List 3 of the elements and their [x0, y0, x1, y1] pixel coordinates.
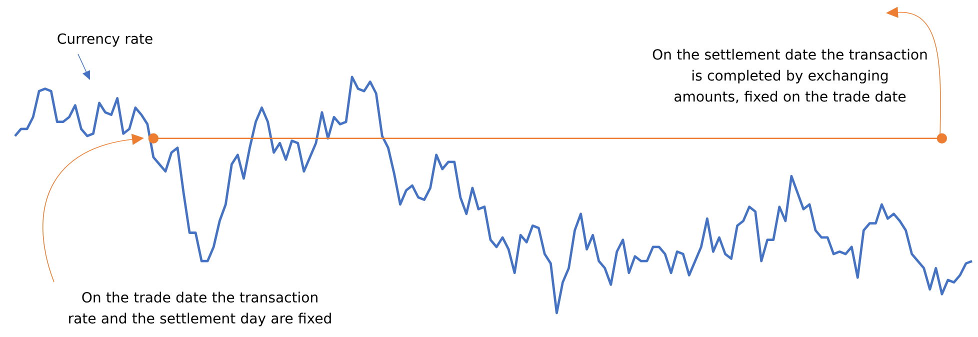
annotation: On the trade date the transaction rate and the settlement day are fixed [69, 292, 331, 326]
annotation: On the settlement date the transaction is completed by exchanging amounts, fixed on the trade date [652, 48, 927, 104]
text: Currency rate [58, 33, 152, 47]
